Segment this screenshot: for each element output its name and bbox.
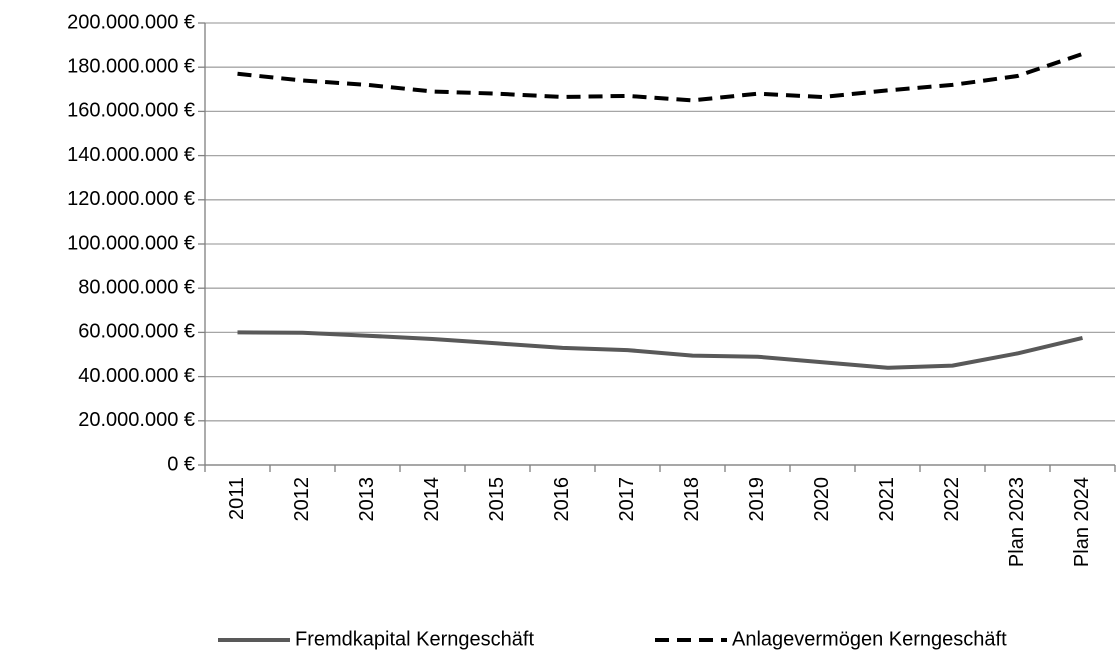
x-tick-label: 2018 (681, 477, 703, 522)
y-tick-label: 80.000.000 € (78, 276, 195, 298)
x-tick-label: 2016 (551, 477, 573, 522)
y-tick-label: 100.000.000 € (67, 232, 195, 254)
x-tick-label: 2014 (421, 477, 443, 522)
x-tick-label: 2012 (291, 477, 313, 522)
y-tick-label: 20.000.000 € (78, 409, 195, 431)
y-tick-label: 200.000.000 € (67, 11, 195, 33)
x-tick-label: 2019 (746, 477, 768, 522)
y-tick-label: 60.000.000 € (78, 321, 195, 343)
y-tick-label: 140.000.000 € (67, 144, 195, 166)
x-tick-label: 2022 (941, 477, 963, 522)
series-line (237, 330, 1083, 370)
series-line (237, 52, 1084, 103)
x-tick-label: 2020 (811, 477, 833, 522)
x-tick-label: 2011 (226, 477, 248, 520)
legend-label: Fremdkapital Kerngeschäft (295, 628, 534, 650)
y-tick-label: 180.000.000 € (67, 55, 195, 77)
y-tick-label: 0 € (167, 453, 195, 475)
x-tick-label: Plan 2023 (1006, 477, 1028, 567)
y-tick-label: 160.000.000 € (67, 100, 195, 122)
x-tick-label: Plan 2024 (1071, 477, 1093, 567)
x-tick-label: 2017 (616, 477, 638, 522)
x-tick-label: 2021 (876, 477, 898, 522)
legend-label: Anlagevermögen Kerngeschäft (732, 628, 1007, 650)
y-tick-label: 40.000.000 € (78, 365, 195, 387)
y-tick-label: 120.000.000 € (67, 188, 195, 210)
x-tick-label: 2015 (486, 477, 508, 522)
x-tick-label: 2013 (356, 477, 378, 522)
